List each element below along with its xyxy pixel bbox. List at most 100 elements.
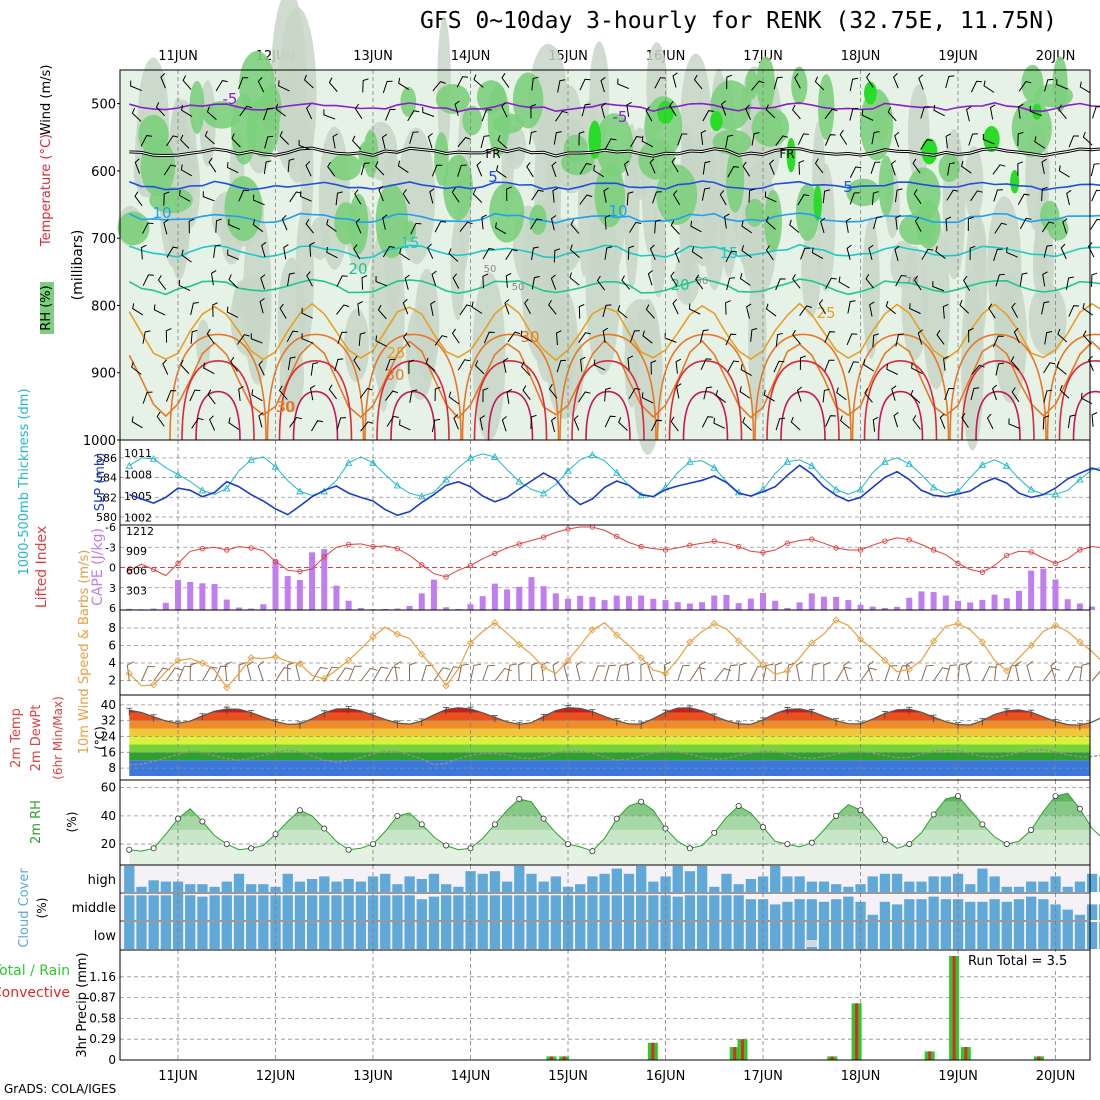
cloud-bar <box>209 895 220 920</box>
cloud-bar <box>1062 922 1073 949</box>
wind-barb <box>409 389 418 403</box>
wind-barb <box>647 270 653 286</box>
wind-barb <box>800 247 811 260</box>
wind-barb <box>593 359 606 371</box>
wind-barb <box>226 161 239 174</box>
wind-barb <box>769 159 775 175</box>
wind-barb <box>691 246 703 259</box>
slp-tick-label: 1002 <box>124 511 152 524</box>
lifted-index-point <box>565 526 571 532</box>
wind-barb <box>261 241 267 258</box>
wind-barb <box>700 358 712 370</box>
rh-moist <box>756 56 775 112</box>
cloud-bar <box>294 881 306 892</box>
thickness-point <box>198 486 207 494</box>
wind-barb <box>703 386 713 400</box>
wind-barb <box>649 158 656 174</box>
lifted-index-point <box>662 547 669 553</box>
wind-barb <box>526 162 534 178</box>
wind-barb <box>699 329 709 343</box>
wind-barb <box>846 333 858 346</box>
cloud-bar <box>148 895 159 920</box>
rh-saturated <box>983 125 1000 153</box>
rh-moist <box>726 148 745 213</box>
temp-minmax-mark <box>760 717 766 725</box>
wind-barb <box>775 332 783 347</box>
wind-barb <box>451 187 460 203</box>
wind-barb <box>824 134 836 146</box>
rh-point <box>174 815 181 822</box>
lifted-index-point <box>857 547 864 553</box>
cloud-bar <box>867 922 878 949</box>
surface-isotherm-arc <box>961 359 1035 441</box>
wind-barb <box>427 243 434 259</box>
cloud-bar <box>904 881 915 892</box>
wind-barb-10m <box>698 661 706 682</box>
wind-barb <box>895 274 907 287</box>
cloud-bar <box>306 879 318 892</box>
temp-minmax-mark <box>613 718 620 726</box>
cloud-bar <box>1038 922 1049 949</box>
cloud-bar <box>550 876 562 892</box>
isotherm-label: 5 <box>488 168 498 186</box>
wind-barb <box>947 162 956 176</box>
cloud-bar <box>940 922 952 949</box>
wind-barb <box>688 303 701 315</box>
wind-speed-point <box>881 656 889 665</box>
freezing-line-core <box>129 147 1100 157</box>
wind-barb <box>1057 328 1068 343</box>
wind-barb <box>715 389 726 403</box>
cloud-bar <box>441 884 452 892</box>
rh-point <box>1076 805 1083 812</box>
precip-convective-bar <box>1037 1056 1041 1060</box>
wind-barb <box>871 131 880 145</box>
pressure-tick-label: 600 <box>91 165 116 180</box>
wind-barb <box>215 80 228 92</box>
cloud-bar <box>136 922 147 949</box>
thickness-point <box>686 457 694 465</box>
surface-isotherm-arc <box>766 359 840 441</box>
cape-bar <box>772 600 779 610</box>
cape-bar <box>187 581 194 610</box>
rh-shade <box>271 0 307 171</box>
cloud-bar <box>1074 881 1086 892</box>
wind-barb <box>550 215 557 231</box>
wind-barb <box>968 133 978 146</box>
wind-barb <box>275 103 286 117</box>
isotherm-label: 10 <box>608 202 627 220</box>
wind-speed-point <box>198 659 207 667</box>
rh-shade <box>277 257 306 381</box>
wind-speed-point <box>564 656 572 665</box>
wind-barb <box>157 275 167 290</box>
wind-barb <box>1044 78 1054 92</box>
wind-barb <box>130 80 142 92</box>
wind-barb <box>287 158 295 173</box>
wind-barb <box>425 357 436 372</box>
wind-speed-point <box>320 675 328 683</box>
surface-isotherm-arc <box>266 333 365 441</box>
wind-speed-point <box>905 665 913 673</box>
cloud-bar <box>416 879 427 892</box>
cloud-bar <box>721 873 732 892</box>
date-label-top: 19JUN <box>938 49 978 64</box>
lifted-index-tick-label: -3 <box>105 541 116 554</box>
cloud-bar <box>197 896 208 920</box>
thickness-point <box>832 485 840 493</box>
wind-barb-10m <box>408 661 417 682</box>
wind-barb <box>238 77 249 90</box>
wind-barb <box>208 157 217 173</box>
wind-barb <box>702 110 715 122</box>
cape-bar <box>333 585 340 610</box>
thickness-point <box>588 450 597 458</box>
wind-barb-10m <box>965 660 973 682</box>
temp-tick-label: 40 <box>101 698 116 712</box>
surface-isotherm-arc <box>487 390 534 441</box>
wind-barb-10m <box>626 661 634 682</box>
wind-barb <box>497 135 508 149</box>
cape-bar <box>1040 568 1047 610</box>
cloud-level-label: high <box>88 873 116 888</box>
thickness-point <box>783 457 792 465</box>
wind-speed-point <box>978 638 987 646</box>
wind-speed-point <box>125 669 133 678</box>
lifted-index-point <box>930 547 937 553</box>
